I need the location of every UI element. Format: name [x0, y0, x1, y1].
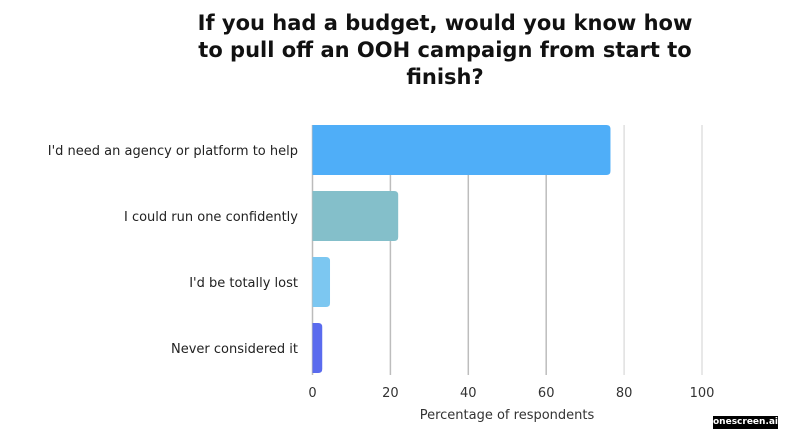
x-tick-label: 80	[616, 386, 633, 401]
category-label: I'd be totally lost	[189, 276, 298, 291]
x-tick-label: 100	[690, 386, 715, 401]
watermark-logo: onescreen.ai	[713, 416, 779, 429]
chart-title: If you had a budget, would you know how …	[197, 11, 693, 89]
x-tick-label: 20	[382, 386, 399, 401]
bar	[312, 191, 399, 241]
x-axis-label: Percentage of respondents	[420, 408, 595, 423]
category-label: I'd need an agency or platform to help	[48, 144, 298, 159]
bar	[312, 125, 611, 175]
bar	[312, 257, 331, 307]
x-tick-label: 40	[460, 386, 477, 401]
x-tick-label: 60	[538, 386, 555, 401]
bar	[312, 323, 323, 373]
category-label: Never considered it	[171, 342, 298, 357]
category-label: I could run one confidently	[124, 210, 298, 225]
x-tick-label: 0	[308, 386, 316, 401]
